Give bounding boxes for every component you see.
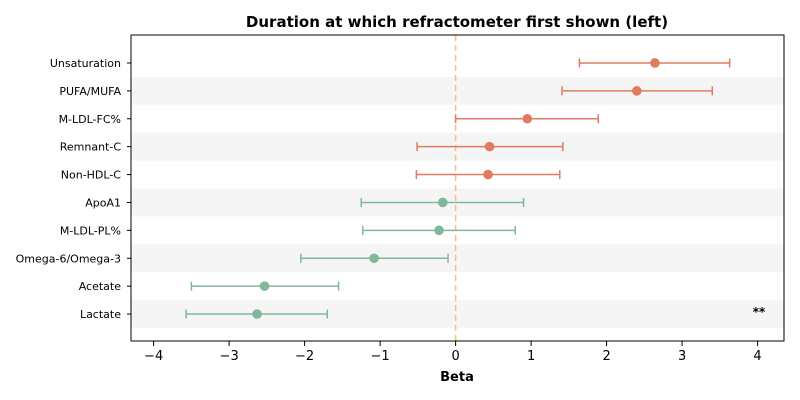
x-axis: −4 −3 −2 −1 0 1 2 3 4 xyxy=(144,341,762,364)
x-axis-label: Beta xyxy=(440,370,474,385)
row-label: M-LDL-PL% xyxy=(60,224,121,237)
point-estimate xyxy=(631,86,642,96)
x-tick-label: 3 xyxy=(678,349,686,364)
row-label: M-LDL-FC% xyxy=(59,113,121,126)
row-label: Omega-6/Omega-3 xyxy=(16,252,121,265)
x-tick-label: 2 xyxy=(602,349,610,364)
point-estimate xyxy=(484,141,495,152)
plot-frame xyxy=(130,34,785,342)
row-mark-m-ldl-pl- xyxy=(362,225,517,236)
x-tick-label: 0 xyxy=(451,349,459,364)
significance-annotation: ** xyxy=(753,305,766,319)
row-mark-non-hdl-c xyxy=(415,169,561,180)
row-label: ApoA1 xyxy=(85,196,121,209)
row-mark-acetate xyxy=(190,281,340,291)
data-marks xyxy=(185,58,731,319)
point-estimate xyxy=(434,225,444,236)
row-mark-apoa1 xyxy=(360,197,525,208)
x-tick-label: −4 xyxy=(144,349,163,364)
point-estimate xyxy=(252,309,262,319)
row-mark-pufa-mufa xyxy=(561,86,714,96)
point-estimate xyxy=(259,281,270,291)
row-band xyxy=(131,244,784,273)
chart-title: Duration at which refractometer first sh… xyxy=(246,13,668,31)
point-estimate xyxy=(437,197,448,208)
x-tick-label: −3 xyxy=(220,349,239,364)
row-mark-unsaturation xyxy=(578,58,731,68)
point-estimate xyxy=(522,113,533,124)
point-estimate xyxy=(483,169,493,180)
row-mark-lactate xyxy=(185,309,329,319)
x-tick-label: −2 xyxy=(295,349,314,364)
row-label: Remnant-C xyxy=(60,141,122,154)
row-mark-m-ldl-fc- xyxy=(454,113,600,124)
row-label: Lactate xyxy=(80,308,121,321)
row-label: Unsaturation xyxy=(50,57,121,70)
row-label: PUFA/MUFA xyxy=(59,85,121,98)
x-tick-label: −1 xyxy=(371,349,390,364)
row-label: Acetate xyxy=(79,280,122,293)
x-tick-label: 4 xyxy=(753,349,761,364)
point-estimate xyxy=(650,58,660,68)
x-tick-label: 1 xyxy=(527,349,535,364)
row-labels: Unsaturation PUFA/MUFA M-LDL-FC% Remnant-C N… xyxy=(16,57,131,321)
row-mark-remnant-c xyxy=(416,141,564,152)
row-label: Non-HDL-C xyxy=(61,169,122,182)
annotations: ** xyxy=(753,305,766,319)
point-estimate xyxy=(369,253,379,264)
row-mark-omega-6-omega-3 xyxy=(300,253,449,264)
